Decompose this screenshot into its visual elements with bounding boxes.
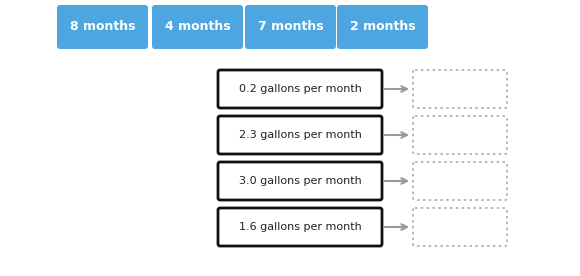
Text: 8 months: 8 months: [70, 20, 135, 33]
FancyBboxPatch shape: [218, 116, 382, 154]
FancyBboxPatch shape: [245, 5, 336, 49]
Text: 2.3 gallons per month: 2.3 gallons per month: [238, 130, 361, 140]
FancyBboxPatch shape: [57, 5, 148, 49]
FancyBboxPatch shape: [218, 208, 382, 246]
FancyBboxPatch shape: [413, 70, 507, 108]
Text: 1.6 gallons per month: 1.6 gallons per month: [238, 222, 361, 232]
FancyBboxPatch shape: [413, 162, 507, 200]
Text: 0.2 gallons per month: 0.2 gallons per month: [238, 84, 361, 94]
FancyBboxPatch shape: [152, 5, 243, 49]
Text: 2 months: 2 months: [350, 20, 415, 33]
FancyBboxPatch shape: [337, 5, 428, 49]
Text: 4 months: 4 months: [165, 20, 230, 33]
Text: 7 months: 7 months: [258, 20, 323, 33]
FancyBboxPatch shape: [218, 70, 382, 108]
FancyBboxPatch shape: [218, 162, 382, 200]
Text: 3.0 gallons per month: 3.0 gallons per month: [238, 176, 361, 186]
FancyBboxPatch shape: [413, 208, 507, 246]
FancyBboxPatch shape: [413, 116, 507, 154]
